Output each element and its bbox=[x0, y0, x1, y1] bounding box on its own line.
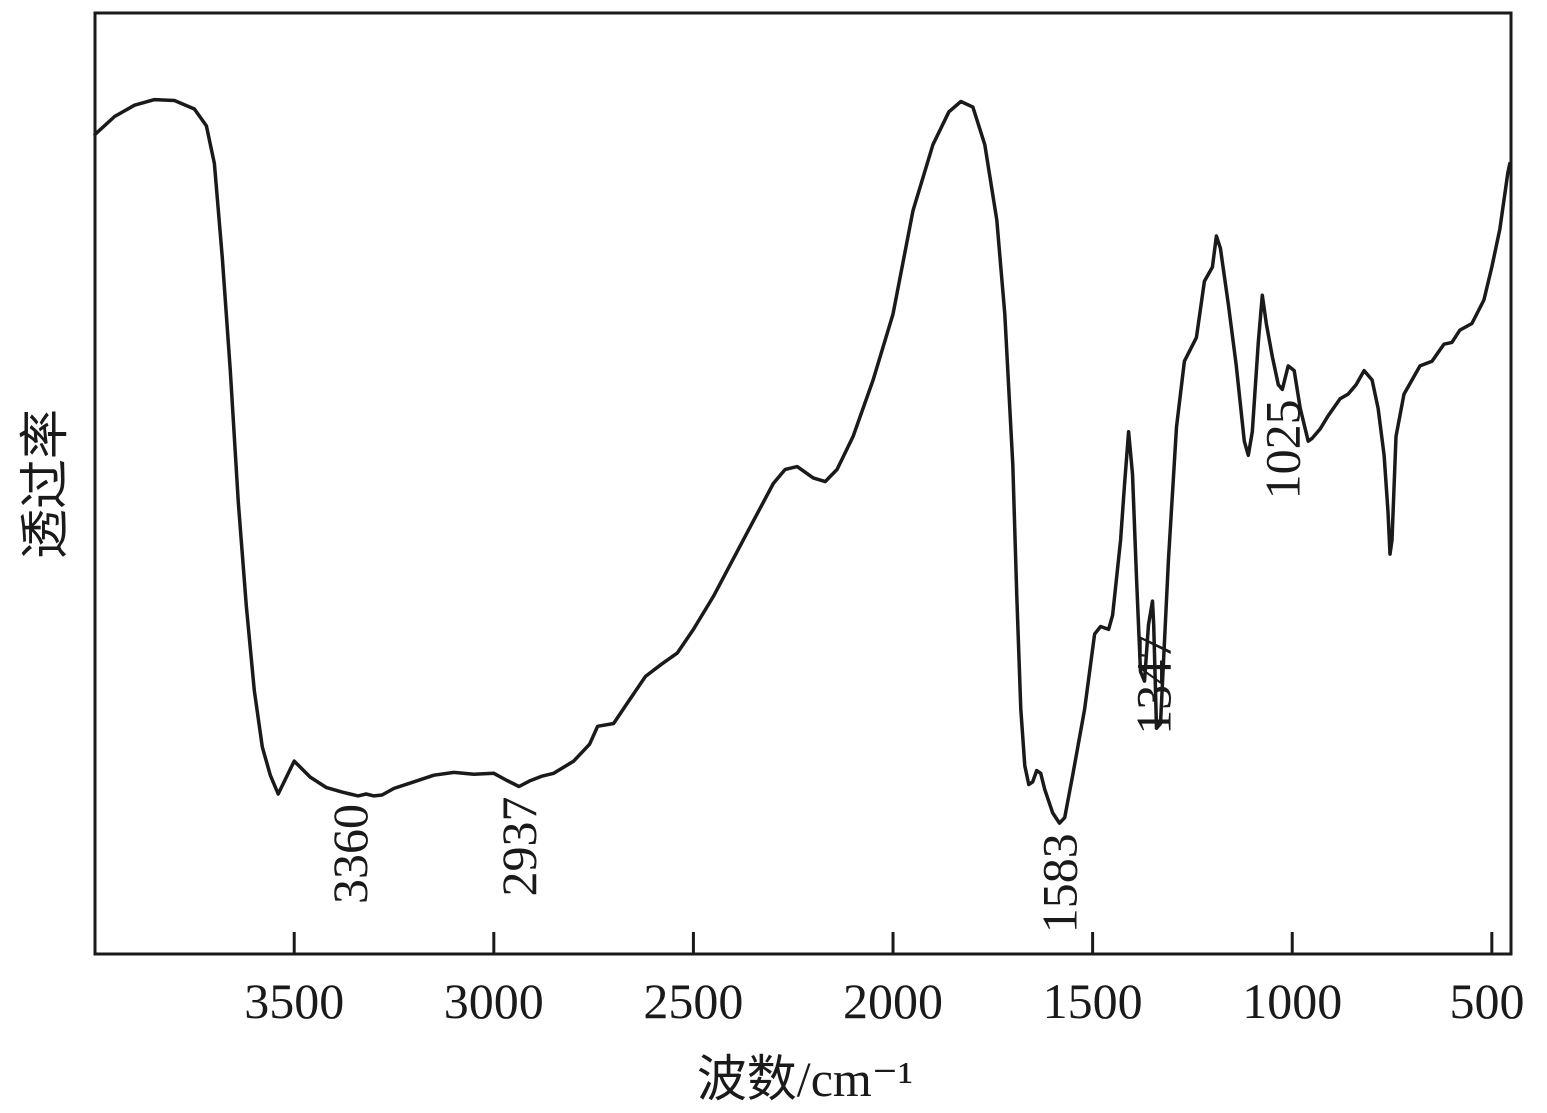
peak-annotations: 3360 2937 1583 1347 1025 bbox=[322, 399, 1310, 933]
peak-label: 1347 bbox=[1126, 635, 1182, 735]
x-tick-label: 1000 bbox=[1242, 973, 1342, 1029]
spectrum-line bbox=[93, 97, 1512, 825]
plot-frame bbox=[93, 11, 1513, 956]
x-tick-label: 2000 bbox=[843, 973, 943, 1029]
x-tick-label: 2500 bbox=[643, 973, 743, 1029]
x-tick-label: 1500 bbox=[1043, 973, 1143, 1029]
x-tick-label: 3500 bbox=[244, 973, 344, 1029]
x-tick-label: 3000 bbox=[444, 973, 544, 1029]
peak-label: 1583 bbox=[1032, 833, 1088, 933]
x-tick-label: 500 bbox=[1450, 973, 1525, 1029]
peak-label: 1025 bbox=[1254, 399, 1310, 499]
x-axis-ticks: 3500 3000 2500 2000 1500 1000 500 bbox=[244, 932, 1525, 1029]
x-axis-label: 波数/cm⁻¹ bbox=[697, 1051, 913, 1107]
peak-label: 2937 bbox=[491, 797, 547, 897]
peak-label: 3360 bbox=[322, 804, 378, 904]
y-axis-label: 透过率 bbox=[17, 409, 73, 559]
